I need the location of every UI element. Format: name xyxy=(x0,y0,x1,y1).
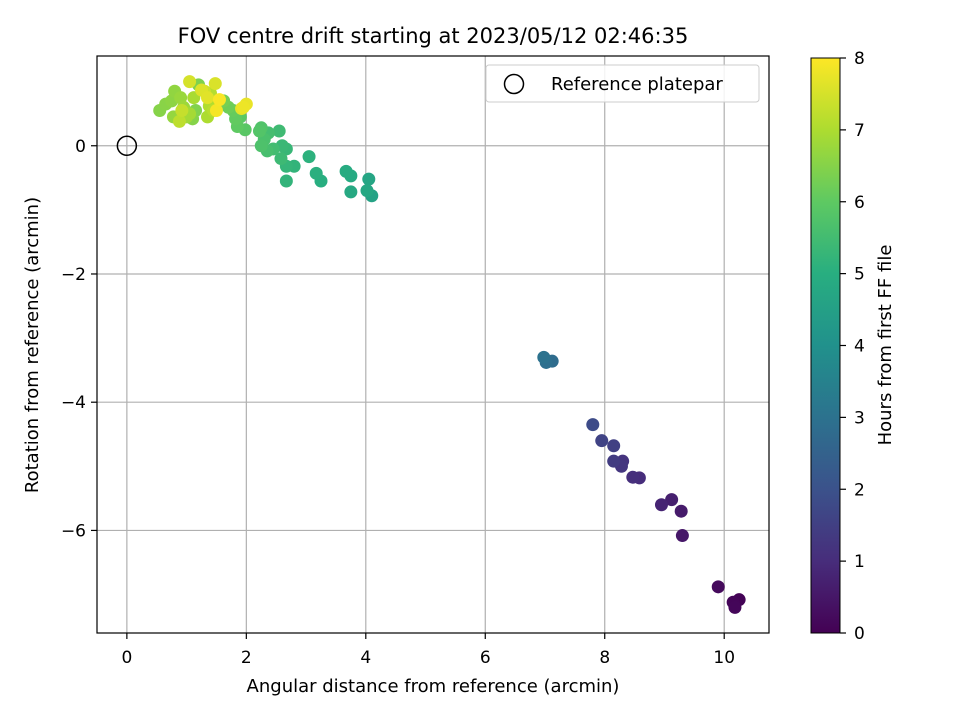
data-point xyxy=(626,470,640,484)
colorbar-tick-label: 5 xyxy=(854,265,865,285)
data-point xyxy=(674,504,688,518)
x-axis-ticks: 0 2 4 6 8 10 xyxy=(121,633,735,668)
data-point xyxy=(209,103,223,117)
y-axis-ticks: 0 −2 −4 −6 xyxy=(61,137,97,541)
data-point xyxy=(665,493,679,507)
x-axis-label: Angular distance from reference (arcmin) xyxy=(247,676,620,697)
colorbar-tick-label: 7 xyxy=(854,121,865,141)
data-point xyxy=(272,124,286,138)
data-point xyxy=(172,114,186,128)
y-axis-label: Rotation from reference (arcmin) xyxy=(22,197,43,493)
y-tick-label: −2 xyxy=(61,265,86,285)
data-point xyxy=(212,93,226,107)
data-point xyxy=(252,124,266,138)
chart-title: FOV centre drift starting at 2023/05/12 … xyxy=(178,24,689,48)
colorbar-tick-label: 1 xyxy=(854,552,865,572)
legend-box xyxy=(485,64,760,103)
data-point xyxy=(201,91,215,105)
colorbar-tick-label: 2 xyxy=(854,480,865,500)
data-point xyxy=(236,100,250,114)
colorbar-tick-label: 6 xyxy=(854,193,865,213)
data-point xyxy=(595,434,609,448)
data-point xyxy=(675,529,689,543)
colorbar-label: Hours from first FF file xyxy=(875,245,896,446)
legend-reference-marker xyxy=(503,73,525,95)
data-point xyxy=(208,77,222,91)
data-point xyxy=(183,75,197,89)
data-point xyxy=(274,152,288,166)
data-point xyxy=(175,103,189,117)
data-point xyxy=(254,139,268,153)
data-point xyxy=(279,174,293,188)
colorbar-tick-label: 0 xyxy=(854,624,865,644)
colorbar-tick-label: 4 xyxy=(854,337,865,357)
data-point xyxy=(607,439,621,453)
legend-entry-reference-platepar: Reference platepar xyxy=(551,74,723,95)
data-point xyxy=(360,184,374,198)
x-tick-label: 4 xyxy=(360,648,371,668)
data-point xyxy=(607,454,621,468)
data-point xyxy=(344,185,358,199)
y-tick-label: 0 xyxy=(75,137,86,157)
colorbar-ticks: 0 1 2 3 4 5 6 7 8 xyxy=(840,49,865,644)
data-point xyxy=(586,418,600,432)
x-tick-label: 10 xyxy=(713,648,735,668)
colorbar xyxy=(810,57,841,634)
data-point xyxy=(711,580,725,594)
y-tick-label: −4 xyxy=(61,393,86,413)
reference-platepar-marker xyxy=(116,135,138,157)
plot-frame xyxy=(96,55,770,634)
data-point xyxy=(654,498,668,512)
x-tick-label: 2 xyxy=(241,648,252,668)
x-tick-label: 6 xyxy=(480,648,491,668)
y-tick-label: −6 xyxy=(61,521,86,541)
data-point xyxy=(362,172,376,186)
colorbar-tick-label: 8 xyxy=(854,49,865,69)
grid-lines xyxy=(97,56,769,633)
x-tick-label: 0 xyxy=(121,648,132,668)
data-point xyxy=(302,150,316,164)
data-point xyxy=(537,350,551,364)
data-point xyxy=(309,166,323,180)
data-point xyxy=(339,164,353,178)
legend: Reference platepar xyxy=(485,64,760,103)
data-points xyxy=(153,75,746,614)
data-point xyxy=(728,600,742,614)
colorbar-tick-label: 3 xyxy=(854,408,865,428)
x-tick-label: 8 xyxy=(599,648,610,668)
reference-marker-group xyxy=(116,135,138,157)
